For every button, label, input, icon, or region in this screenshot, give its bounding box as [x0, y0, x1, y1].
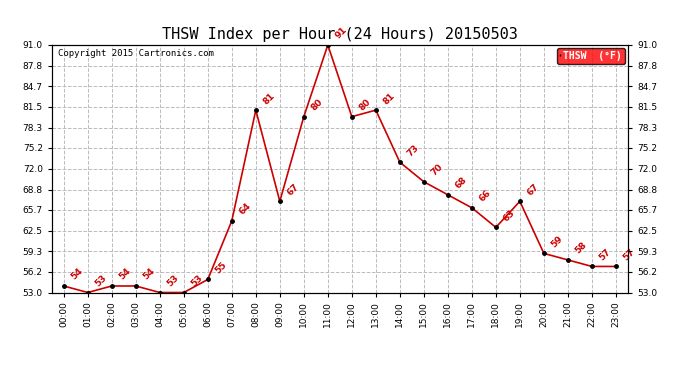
Text: 80: 80	[309, 98, 324, 112]
Text: 66: 66	[477, 189, 493, 204]
Title: THSW Index per Hour (24 Hours) 20150503: THSW Index per Hour (24 Hours) 20150503	[162, 27, 518, 42]
Text: 59: 59	[549, 234, 564, 249]
Legend: THSW  (°F): THSW (°F)	[558, 48, 625, 64]
Text: 67: 67	[286, 182, 301, 197]
Text: 53: 53	[166, 273, 181, 288]
Text: 54: 54	[141, 267, 157, 282]
Text: 53: 53	[189, 273, 204, 288]
Text: 68: 68	[453, 176, 469, 190]
Text: 54: 54	[117, 267, 132, 282]
Text: 73: 73	[406, 143, 421, 158]
Text: 57: 57	[598, 247, 613, 262]
Text: 81: 81	[262, 91, 277, 106]
Text: 70: 70	[429, 162, 444, 178]
Text: 67: 67	[525, 182, 541, 197]
Text: 58: 58	[573, 241, 589, 256]
Text: 91: 91	[333, 26, 348, 41]
Text: Copyright 2015 Cartronics.com: Copyright 2015 Cartronics.com	[57, 49, 213, 58]
Text: 64: 64	[237, 201, 253, 217]
Text: 57: 57	[622, 247, 637, 262]
Text: 54: 54	[69, 267, 85, 282]
Text: 81: 81	[382, 91, 397, 106]
Text: 63: 63	[502, 208, 517, 223]
Text: 80: 80	[357, 98, 373, 112]
Text: 55: 55	[213, 260, 228, 275]
Text: 53: 53	[93, 273, 108, 288]
